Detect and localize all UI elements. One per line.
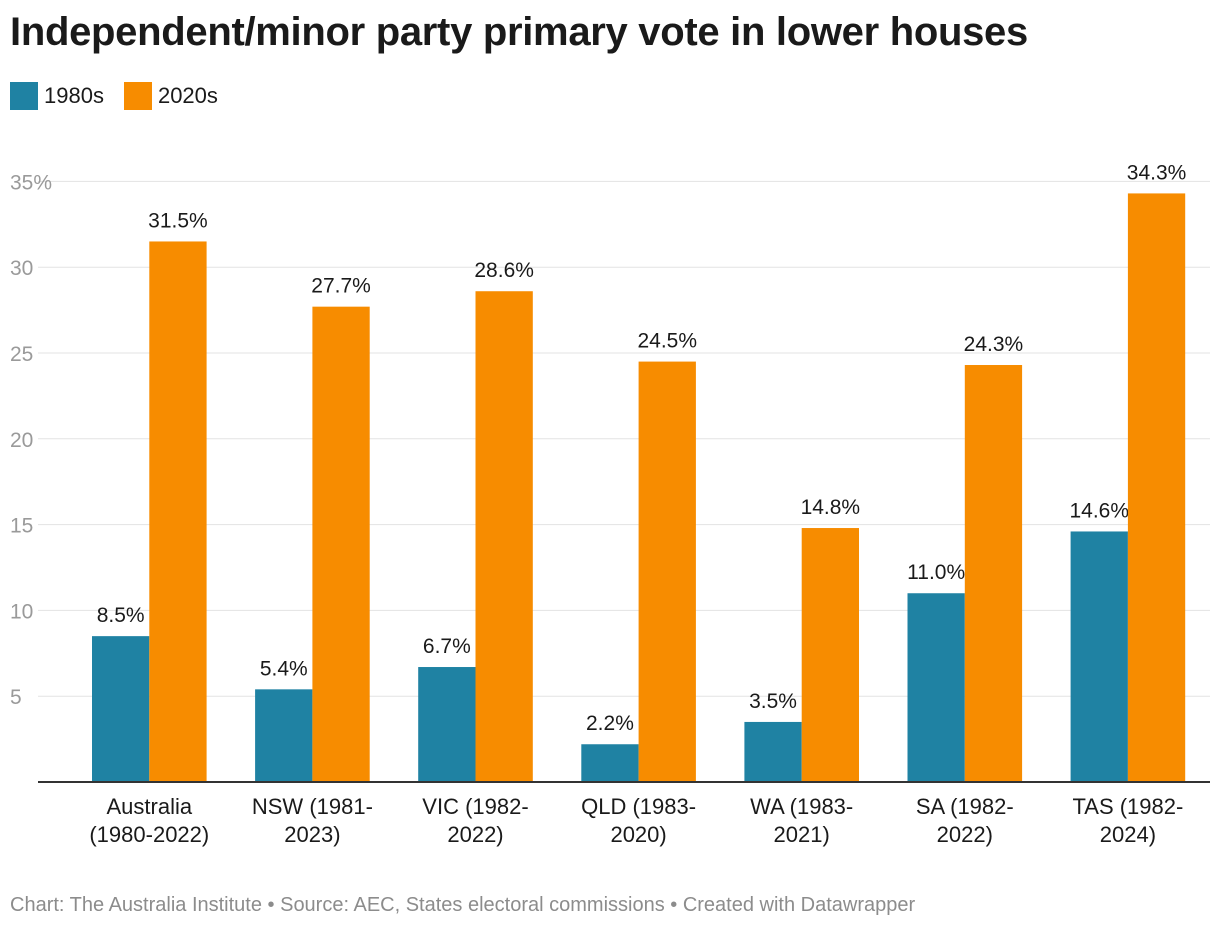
data-label: 31.5% bbox=[148, 209, 208, 232]
x-tick-label: 2022) bbox=[447, 822, 503, 847]
data-label: 34.3% bbox=[1127, 161, 1187, 184]
x-tick-label: 2021) bbox=[774, 822, 830, 847]
data-label: 5.4% bbox=[260, 657, 308, 680]
bar-2020s bbox=[964, 365, 1023, 782]
y-tick-label: 10 bbox=[10, 600, 33, 623]
x-tick-label: 2020) bbox=[610, 822, 666, 847]
data-label: 14.8% bbox=[801, 496, 861, 519]
data-label: 2.2% bbox=[586, 712, 634, 735]
bar-1980s bbox=[581, 744, 639, 782]
bar-2020s bbox=[1127, 193, 1186, 783]
y-tick-label: 15 bbox=[10, 515, 33, 538]
x-tick-label: WA (1983- bbox=[750, 794, 853, 819]
data-label: 8.5% bbox=[97, 604, 145, 627]
x-tick-label: Australia bbox=[107, 794, 193, 819]
chart-legend: 1980s 2020s bbox=[10, 82, 238, 110]
legend-swatch-2020s bbox=[123, 82, 152, 110]
bar-2020s bbox=[638, 361, 696, 782]
data-label: 11.0% bbox=[907, 561, 965, 584]
legend-swatch-1980s bbox=[10, 82, 38, 110]
data-label: 3.5% bbox=[749, 690, 797, 713]
y-tick-label: 30 bbox=[10, 257, 33, 280]
data-label: 24.5% bbox=[637, 330, 697, 353]
legend-item-2020s: 2020s bbox=[123, 82, 218, 110]
bar-1980s bbox=[418, 667, 476, 782]
legend-label-1980s: 1980s bbox=[44, 83, 104, 108]
x-tick-label: SA (1982- bbox=[916, 794, 1014, 819]
legend-item-1980s: 1980s bbox=[10, 82, 104, 110]
y-tick-label: 5 bbox=[10, 686, 22, 709]
bar-2020s bbox=[149, 241, 207, 782]
x-tick-label: 2023) bbox=[284, 822, 340, 847]
x-tick-label: VIC (1982- bbox=[422, 794, 528, 819]
bar-2020s bbox=[801, 528, 859, 782]
chart-title: Independent/minor party primary vote in … bbox=[10, 10, 1028, 54]
data-label: 6.7% bbox=[423, 635, 471, 658]
chart-footer: Chart: The Australia Institute • Source:… bbox=[10, 894, 916, 916]
x-tick-label: NSW (1981- bbox=[252, 794, 373, 819]
bar-2020s bbox=[475, 291, 533, 782]
x-tick-label: 2024) bbox=[1100, 822, 1156, 847]
bar-1980s bbox=[744, 721, 802, 782]
data-label: 28.6% bbox=[474, 259, 534, 282]
y-tick-label: 20 bbox=[10, 429, 33, 452]
x-tick-label: QLD (1983- bbox=[581, 794, 696, 819]
y-tick-label: 25 bbox=[10, 343, 33, 366]
x-tick-label: (1980-2022) bbox=[89, 822, 209, 847]
y-tick-label: 35% bbox=[10, 171, 52, 194]
bar-chart: 5 10 15 20 25 30 35% 8.5% 31.5% Australia (1980-20… bbox=[10, 161, 1210, 847]
x-tick-label: 2022) bbox=[937, 822, 993, 847]
data-label: 24.3% bbox=[964, 333, 1024, 356]
bar-2020s bbox=[312, 306, 370, 782]
bar-1980s bbox=[907, 593, 965, 782]
bar-1980s bbox=[1070, 531, 1128, 782]
bar-1980s bbox=[92, 636, 150, 782]
data-label: 27.7% bbox=[311, 275, 371, 298]
bar-1980s bbox=[255, 689, 313, 782]
data-label: 14.6% bbox=[1069, 499, 1129, 522]
legend-label-2020s: 2020s bbox=[157, 83, 218, 108]
x-tick-label: TAS (1982- bbox=[1072, 794, 1183, 819]
